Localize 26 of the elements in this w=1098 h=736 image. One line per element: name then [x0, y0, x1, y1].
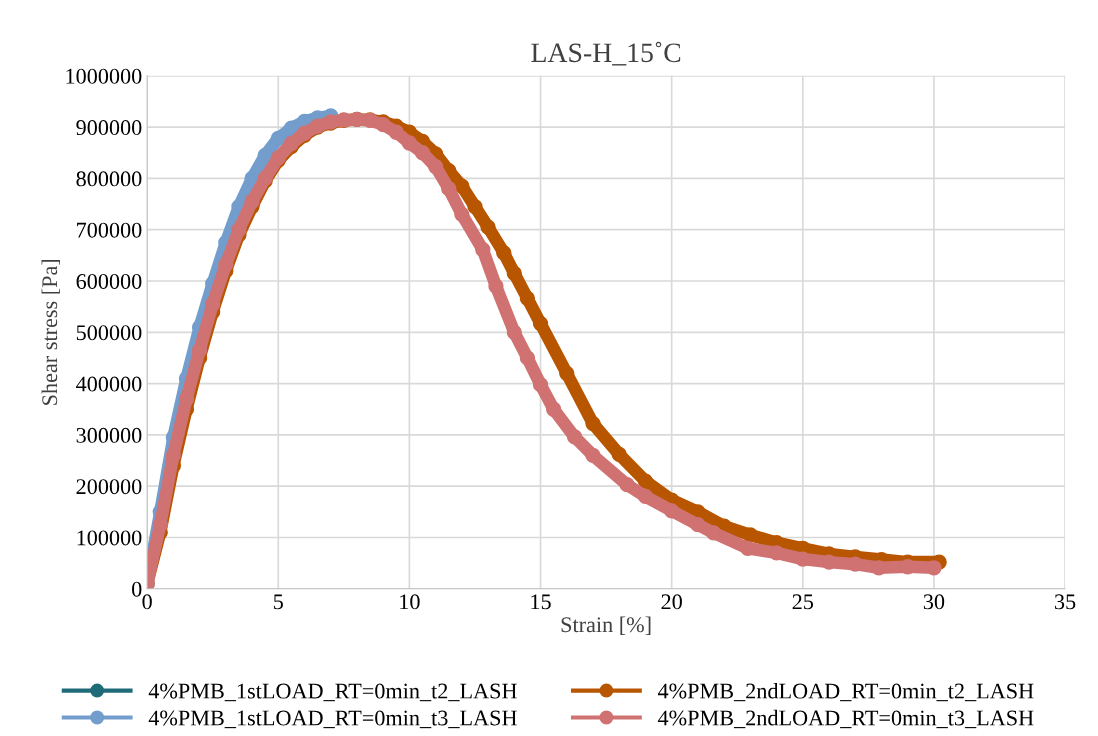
y-axis-title: Shear stress [Pa]: [41, 259, 60, 405]
chart-title: LAS-H_15˚C: [531, 41, 681, 66]
y-tick-label: 500000: [76, 325, 142, 341]
x-tick-label: 35: [1055, 594, 1076, 610]
legend-label: 4%PMB_1stLOAD_RT=0min_t3_LASH: [148, 710, 517, 729]
x-tick-label: 5: [274, 594, 283, 610]
y-tick-label: 0: [132, 581, 142, 597]
y-tick-label: 900000: [76, 120, 142, 136]
x-tick-label: 30: [923, 594, 945, 610]
x-axis-title: Strain [%]: [561, 616, 651, 635]
y-tick-label: 400000: [76, 376, 142, 392]
x-tick-label: 20: [661, 594, 682, 610]
y-tick-label: 1000000: [66, 68, 142, 84]
y-tick-label: 100000: [77, 530, 142, 546]
legend-label: 4%PMB_2ndLOAD_RT=0min_t2_LASH: [657, 682, 1034, 702]
y-tick-label: 800000: [76, 171, 142, 187]
y-tick-label: 600000: [76, 273, 142, 289]
y-tick-label: 200000: [76, 479, 142, 495]
x-tick-label: 0: [142, 594, 152, 610]
x-tick-label: 10: [400, 594, 420, 610]
x-tick-label: 25: [792, 594, 814, 610]
legend-label: 4%PMB_2ndLOAD_RT=0min_t3_LASH: [657, 709, 1034, 729]
y-tick-label: 700000: [77, 222, 142, 238]
y-tick-label: 300000: [76, 427, 142, 443]
x-tick-label: 15: [531, 594, 551, 610]
legend-label: 4%PMB_1stLOAD_RT=0min_t2_LASH: [148, 683, 517, 702]
